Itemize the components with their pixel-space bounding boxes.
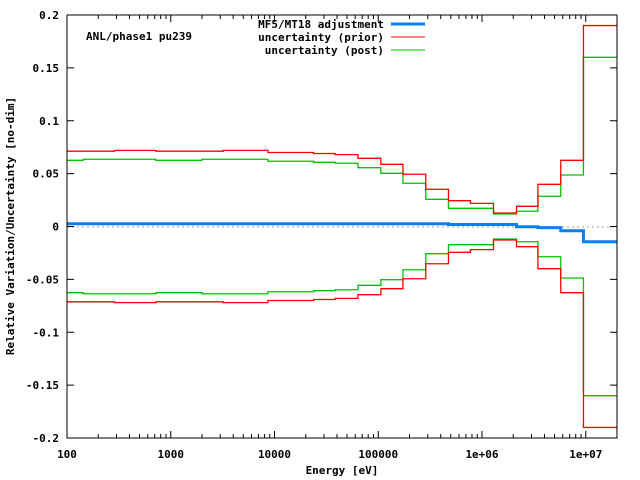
series-prior-upper [67, 24, 617, 214]
series-post-lower [67, 238, 617, 397]
y-tick-label: 0.15 [33, 62, 60, 75]
series-post-upper [67, 56, 617, 215]
y-tick-label: 0.05 [33, 168, 60, 181]
y-tick-label: 0.1 [39, 115, 59, 128]
y-tick-label: 0.2 [39, 9, 59, 22]
series-layer [67, 24, 617, 429]
y-tick-label: 0 [52, 221, 59, 234]
y-tick-label: -0.2 [33, 432, 60, 445]
axes: 0.2 0.15 0.1 0.05 0 -0.05 -0.1 -0.15 -0.2 100 1000… [26, 9, 618, 461]
legend-label-post: uncertainty (post) [265, 44, 384, 57]
legend-label-adjustment: MF5/MT18 adjustment [258, 18, 384, 31]
x-tick-label: 10000 [258, 448, 291, 461]
chart-title: ANL/phase1 pu239 [86, 30, 192, 43]
x-tick-label: 100000 [358, 448, 398, 461]
y-axis-label: Relative Variation/Uncertainty [no-dim] [4, 97, 17, 355]
legend: MF5/MT18 adjustment uncertainty (prior) … [258, 18, 425, 57]
x-tick-label: 1e+07 [569, 448, 602, 461]
y-tick-label: -0.15 [26, 379, 59, 392]
x-axis-label: Energy [eV] [306, 464, 379, 477]
legend-label-prior: uncertainty (prior) [258, 31, 384, 44]
x-tick-label: 1e+06 [465, 448, 498, 461]
x-tick-label: 100 [57, 448, 77, 461]
x-tick-label: 1000 [158, 448, 185, 461]
y-tick-label: -0.1 [33, 326, 60, 339]
series-prior-lower [67, 239, 617, 429]
series-adjustment-upper [67, 222, 617, 244]
y-tick-label: -0.05 [26, 273, 59, 286]
